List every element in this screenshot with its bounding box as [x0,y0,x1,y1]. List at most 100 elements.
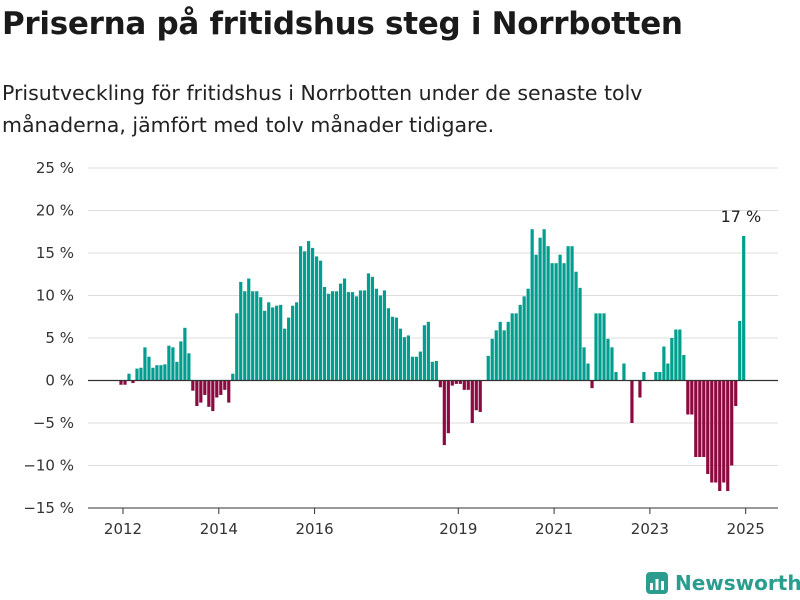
bar [299,246,303,381]
bar [594,313,598,381]
bar [706,380,710,474]
bar [742,236,746,381]
bar [211,380,215,412]
bar [710,380,714,483]
bar [610,347,614,381]
bar [354,296,359,381]
bar [446,380,450,434]
x-tick-label: 2012 [104,520,142,538]
x-tick-label: 2025 [727,520,765,538]
bar [322,287,327,381]
bar [295,302,299,381]
bar [422,325,426,381]
bar [267,302,271,381]
bar [203,380,207,395]
bar [698,380,702,457]
bar [442,380,446,446]
bar [291,305,295,381]
bar [191,380,195,391]
bar [474,380,478,411]
bar [606,338,610,381]
x-axis-ticks: 2012 2014 2016 2019 2021 2023 2025 [104,508,765,538]
bar [426,321,430,381]
bar [690,380,694,415]
bar [514,313,518,381]
bar [135,368,139,381]
bar [366,273,371,381]
bar [406,335,410,381]
bar [390,316,395,381]
bar [734,380,738,406]
bar [378,295,383,381]
bar [287,317,291,381]
chart-subtitle: Prisutveckling för fritidshus i Norrbott… [2,81,643,137]
bar [574,271,578,381]
bar [518,304,522,381]
bar [187,353,191,381]
bar [614,372,618,381]
bar [127,373,131,381]
bar [318,260,323,381]
bar [398,328,403,381]
bar [247,278,251,381]
bar [139,367,143,381]
bar [338,283,343,381]
bar [738,321,742,381]
bar [670,338,674,381]
bar [207,380,211,407]
bar [450,380,454,386]
y-tick-label: 25 % [36,159,74,177]
bar [586,363,590,381]
bar [726,380,730,491]
bar [486,355,490,381]
y-tick-label: −15 % [23,499,74,517]
bar [522,296,526,381]
y-tick-label: −5 % [33,414,74,432]
gridlines [88,167,778,466]
bar [502,330,506,381]
bar [239,281,243,381]
bar [718,380,722,491]
bar [123,380,127,385]
bar [315,256,319,381]
bar [470,380,474,423]
bar [263,310,267,381]
bar [462,380,466,390]
bar [494,330,498,381]
bar [219,380,223,395]
bar [638,380,642,398]
bar [370,276,375,381]
bar [658,372,662,381]
bar [550,263,554,381]
bar [374,288,379,381]
bar [303,251,307,381]
bar [558,254,562,381]
bar [694,380,698,457]
bar [386,308,391,381]
bar [159,365,163,381]
bar [418,351,422,381]
x-tick-label: 2016 [296,520,334,538]
brand-name: Newsworthy [675,571,800,595]
bar [330,291,335,381]
bars [119,229,746,491]
bar [394,317,399,381]
bar [730,380,734,466]
bar [466,380,470,390]
bar [578,287,582,381]
bar [562,263,566,381]
bar [566,246,570,381]
x-tick-label: 2023 [631,520,669,538]
bar [546,246,550,381]
y-tick-label: −10 % [23,457,74,475]
bar [682,355,686,381]
y-tick-label: 10 % [36,287,74,305]
chart-title: Priserna på fritidshus steg i Norrbotten [2,6,683,42]
x-tick-label: 2021 [535,520,573,538]
bar [654,372,658,381]
bar [195,380,199,406]
x-tick-label: 2014 [200,520,238,538]
bar [534,254,538,381]
bar [171,347,175,381]
bar [526,288,530,381]
